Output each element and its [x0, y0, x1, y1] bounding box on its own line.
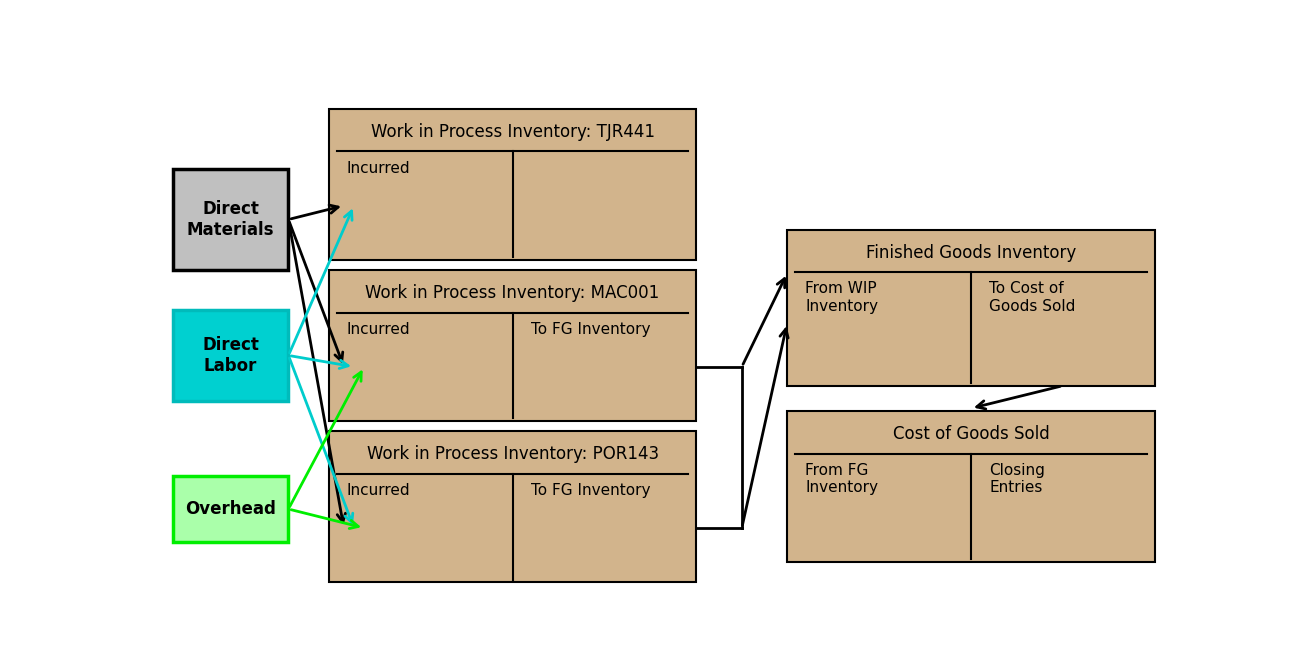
Text: To FG Inventory: To FG Inventory — [530, 483, 650, 498]
FancyBboxPatch shape — [786, 411, 1154, 562]
Text: From FG
Inventory: From FG Inventory — [805, 463, 879, 495]
Text: Incurred: Incurred — [347, 483, 411, 498]
FancyBboxPatch shape — [329, 109, 697, 260]
Text: Direct
Materials: Direct Materials — [187, 200, 274, 239]
Text: Finished Goods Inventory: Finished Goods Inventory — [866, 244, 1076, 262]
FancyBboxPatch shape — [329, 431, 697, 582]
Text: Cost of Goods Sold: Cost of Goods Sold — [893, 425, 1049, 443]
Text: From WIP
Inventory: From WIP Inventory — [805, 281, 879, 314]
FancyBboxPatch shape — [329, 270, 697, 421]
Text: To Cost of
Goods Sold: To Cost of Goods Sold — [989, 281, 1075, 314]
FancyBboxPatch shape — [173, 310, 289, 401]
FancyBboxPatch shape — [786, 230, 1154, 386]
Text: Direct
Labor: Direct Labor — [202, 336, 259, 375]
Text: Incurred: Incurred — [347, 322, 411, 337]
FancyBboxPatch shape — [173, 169, 289, 270]
FancyBboxPatch shape — [173, 476, 289, 542]
Text: Work in Process Inventory: TJR441: Work in Process Inventory: TJR441 — [370, 123, 655, 141]
Text: Work in Process Inventory: POR143: Work in Process Inventory: POR143 — [367, 445, 659, 463]
Text: Closing
Entries: Closing Entries — [989, 463, 1045, 495]
Text: Work in Process Inventory: MAC001: Work in Process Inventory: MAC001 — [365, 284, 659, 302]
Text: Overhead: Overhead — [185, 500, 276, 518]
Text: Incurred: Incurred — [347, 161, 411, 175]
Text: To FG Inventory: To FG Inventory — [530, 322, 650, 337]
